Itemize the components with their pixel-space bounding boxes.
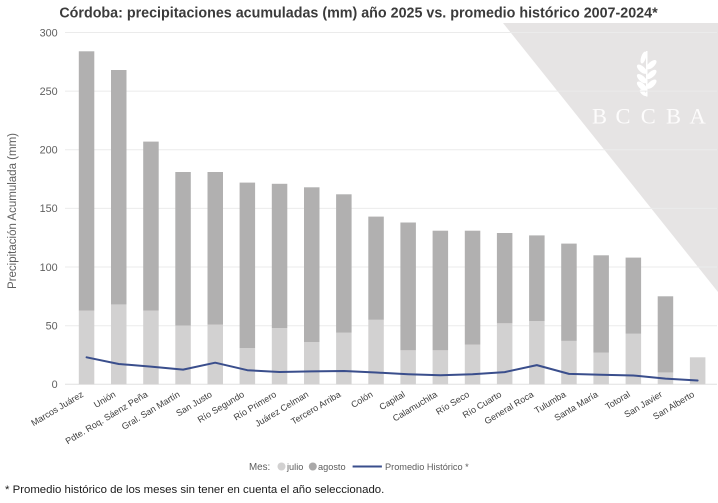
svg-text:B: B: [592, 104, 607, 129]
svg-text:A: A: [690, 104, 707, 129]
svg-text:agosto: agosto: [318, 462, 346, 472]
svg-text:200: 200: [40, 145, 58, 157]
svg-text:Mes:: Mes:: [249, 462, 270, 473]
svg-text:julio: julio: [286, 462, 303, 472]
svg-text:0: 0: [52, 379, 58, 391]
svg-text:C: C: [616, 104, 631, 129]
svg-text:B: B: [666, 104, 681, 129]
svg-text:* Promedio histórico de los me: * Promedio histórico de los meses sin te…: [5, 484, 384, 496]
svg-text:100: 100: [40, 262, 58, 274]
svg-text:Córdoba: precipitaciones acumu: Córdoba: precipitaciones acumuladas (mm)…: [59, 6, 658, 22]
svg-text:50: 50: [46, 321, 58, 333]
svg-text:Precipitación Acumulada (mm): Precipitación Acumulada (mm): [7, 133, 19, 289]
svg-text:300: 300: [40, 27, 58, 39]
svg-text:250: 250: [40, 86, 58, 98]
svg-text:150: 150: [40, 203, 58, 215]
svg-text:C: C: [641, 104, 656, 129]
svg-text:Promedio Histórico *: Promedio Histórico *: [385, 462, 469, 472]
